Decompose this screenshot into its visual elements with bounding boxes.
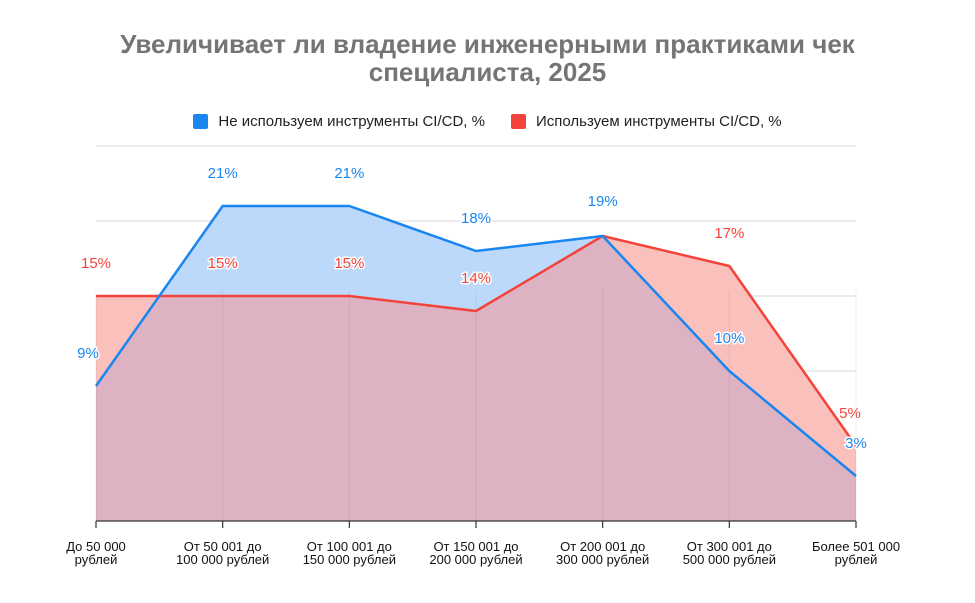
data-label-no-cicd: 3% <box>845 435 867 452</box>
x-tick-label: От 150 001 до <box>433 539 518 554</box>
data-label-no-cicd: 18% <box>461 210 491 227</box>
data-label-cicd: 5% <box>839 405 861 422</box>
legend-item-cicd[interactable]: Используем инструменты CI/CD, % <box>510 113 782 130</box>
data-label-no-cicd: 21% <box>334 165 364 182</box>
x-tick-label: До 50 000 <box>66 539 126 554</box>
data-label-no-cicd: 10% <box>714 330 744 347</box>
data-label-cicd: 19% <box>588 193 618 210</box>
chart-title-line-1: Увеличивает ли владение инженерными прак… <box>120 29 855 59</box>
x-tick-label: От 100 001 до <box>307 539 392 554</box>
x-tick-label: От 200 001 до <box>560 539 645 554</box>
legend-label-cicd: Используем инструменты CI/CD, % <box>535 113 782 130</box>
x-tick-label: рублей <box>75 552 118 567</box>
data-label-no-cicd: 21% <box>208 165 238 182</box>
x-tick-label: рублей <box>835 552 878 567</box>
legend-item-no-cicd[interactable]: Не используем инструменты CI/CD, % <box>193 113 485 130</box>
data-label-no-cicd: 19% <box>588 193 618 210</box>
x-tick-label: 300 000 рублей <box>556 552 649 567</box>
x-tick-label: 150 000 рублей <box>303 552 396 567</box>
legend-swatch-no-cicd <box>193 114 209 129</box>
legend-label-no-cicd: Не используем инструменты CI/CD, % <box>218 113 485 130</box>
chart-title: Увеличивает ли владение инженерными прак… <box>0 30 975 86</box>
data-label-cicd: 14% <box>461 270 491 287</box>
x-tick-label: От 300 001 до <box>687 539 772 554</box>
series-line-no-cicd <box>94 204 857 477</box>
data-label-cicd: 15% <box>81 255 111 272</box>
x-tick-label: 100 000 рублей <box>176 552 269 567</box>
x-tick-label: 200 000 рублей <box>429 552 522 567</box>
x-tick-label: Более 501 000 <box>812 539 900 554</box>
data-label-cicd: 15% <box>334 255 364 272</box>
data-label-cicd: 15% <box>208 255 238 272</box>
data-label-cicd: 17% <box>714 225 744 242</box>
chart-legend: Не используем инструменты CI/CD, % Испол… <box>0 113 975 130</box>
chart-title-line-2: специалиста, 2025 <box>368 57 607 87</box>
series-line-cicd <box>96 234 858 447</box>
x-tick-label: От 50 001 до <box>184 539 262 554</box>
legend-swatch-cicd <box>510 114 526 129</box>
data-label-no-cicd: 9% <box>77 345 99 362</box>
x-tick-label: 500 000 рублей <box>683 552 776 567</box>
